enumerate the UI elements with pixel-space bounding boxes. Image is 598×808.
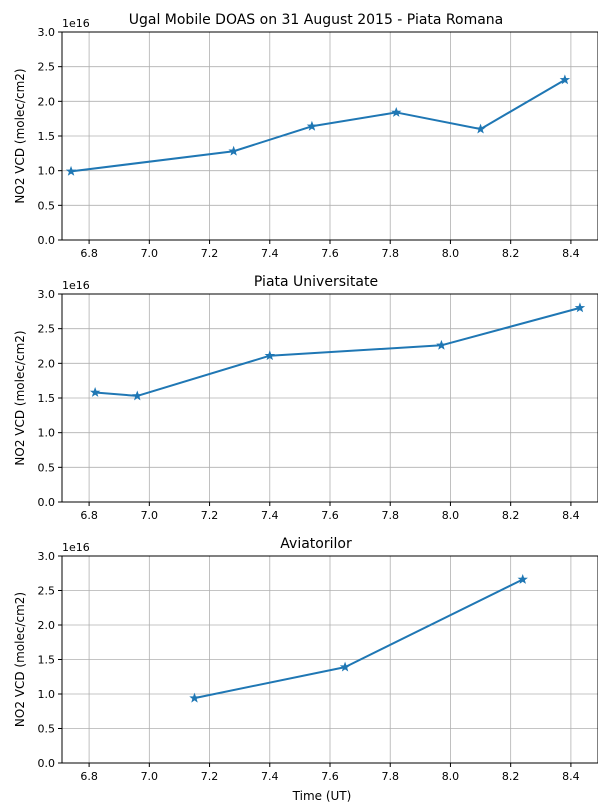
x-tick-label: 8.0 xyxy=(442,770,460,783)
y-tick-label: 2.0 xyxy=(38,95,56,108)
data-point-star xyxy=(436,339,447,350)
x-tick-label: 7.0 xyxy=(141,247,159,260)
y-tick-label: 0.0 xyxy=(38,496,56,509)
series-line xyxy=(70,78,566,173)
chart-panel-1: 6.8 7.0 7.2 7.4 7.6 7.8 8.0 8.2 8.4 0.0 0.5 1.0 1.5 2… xyxy=(13,12,598,260)
series-line xyxy=(194,578,524,700)
y-tick-label: 1.5 xyxy=(38,654,56,667)
y-offset-label: 1e16 xyxy=(62,17,90,30)
data-point-star xyxy=(189,692,200,703)
x-tick-label: 7.0 xyxy=(141,770,159,783)
y-tick-label: 3.0 xyxy=(38,550,56,563)
y-tick-label: 3.0 xyxy=(38,288,56,301)
x-tick-label: 7.2 xyxy=(201,770,219,783)
y-tick-label: 2.5 xyxy=(38,323,56,336)
data-point-star xyxy=(89,386,101,397)
chart-panel-3: 6.8 7.0 7.2 7.4 7.6 7.8 8.0 8.2 8.4 0.0 0.5 1.0 1.5 2… xyxy=(13,536,598,803)
data-point-star xyxy=(574,302,586,313)
x-tick-label: 7.6 xyxy=(321,509,339,522)
y-tick-label: 2.0 xyxy=(38,357,56,370)
x-tick-label: 7.8 xyxy=(381,509,399,522)
y-tick-label: 1.0 xyxy=(38,165,56,178)
y-tick-label: 1.0 xyxy=(38,688,56,701)
y-tick-label: 0.0 xyxy=(38,234,56,247)
y-tick-label: 3.0 xyxy=(38,26,56,39)
x-tick-label: 7.6 xyxy=(321,247,339,260)
x-tick-label: 8.2 xyxy=(502,509,520,522)
x-tick-label: 8.2 xyxy=(502,770,520,783)
y-tick-label: 0.5 xyxy=(38,199,56,212)
data-point-star xyxy=(65,165,77,176)
y-axis-label: NO2 VCD (molec/cm2) xyxy=(13,592,27,727)
x-tick-label: 8.0 xyxy=(442,509,460,522)
x-tick-label: 7.4 xyxy=(261,247,279,260)
x-tick-label: 6.8 xyxy=(80,509,98,522)
y-tick-label: 0.0 xyxy=(38,757,56,770)
x-tick-label: 7.8 xyxy=(381,770,399,783)
x-tick-label: 7.2 xyxy=(201,509,219,522)
y-axis-label: NO2 VCD (molec/cm2) xyxy=(13,330,27,465)
y-tick-label: 1.5 xyxy=(38,130,56,143)
x-axis-label: Time (UT) xyxy=(292,789,352,803)
y-offset-label: 1e16 xyxy=(62,541,90,554)
chart-panel-2: 6.8 7.0 7.2 7.4 7.6 7.8 8.0 8.2 8.4 0.0 0.5 1.0 1.5 2… xyxy=(13,274,598,522)
data-point-star xyxy=(339,661,351,672)
data-point-star xyxy=(559,74,571,85)
y-tick-label: 0.5 xyxy=(38,461,56,474)
x-tick-label: 6.8 xyxy=(80,770,98,783)
x-tick-label: 8.0 xyxy=(442,247,460,260)
x-tick-label: 7.8 xyxy=(381,247,399,260)
y-axis-label: NO2 VCD (molec/cm2) xyxy=(13,68,27,203)
series-line xyxy=(95,306,581,397)
y-tick-label: 1.5 xyxy=(38,392,56,405)
data-point-star xyxy=(517,573,528,584)
y-tick-label: 1.0 xyxy=(38,427,56,440)
x-tick-label: 7.4 xyxy=(261,509,279,522)
y-tick-label: 2.5 xyxy=(38,585,56,598)
y-tick-label: 0.5 xyxy=(38,723,56,736)
x-tick-label: 8.4 xyxy=(562,247,580,260)
chart-title: Aviatorilor xyxy=(280,536,352,552)
data-point-star xyxy=(228,145,239,156)
x-tick-label: 7.6 xyxy=(321,770,339,783)
x-tick-label: 8.4 xyxy=(562,509,580,522)
data-point-star xyxy=(391,106,402,117)
data-point-star xyxy=(264,350,275,361)
y-tick-label: 2.5 xyxy=(38,61,56,74)
x-tick-label: 8.2 xyxy=(502,247,520,260)
x-tick-label: 7.4 xyxy=(261,770,279,783)
chart-title: Ugal Mobile DOAS on 31 August 2015 - Pia… xyxy=(129,12,504,28)
data-point-star xyxy=(306,120,318,131)
y-tick-label: 2.0 xyxy=(38,619,56,632)
x-tick-label: 7.2 xyxy=(201,247,219,260)
y-offset-label: 1e16 xyxy=(62,279,90,292)
x-tick-label: 8.4 xyxy=(562,770,580,783)
x-tick-label: 6.8 xyxy=(80,247,98,260)
x-tick-label: 7.0 xyxy=(141,509,159,522)
data-point-star xyxy=(132,390,143,401)
chart-title: Piata Universitate xyxy=(254,274,378,290)
data-point-star xyxy=(475,123,486,134)
